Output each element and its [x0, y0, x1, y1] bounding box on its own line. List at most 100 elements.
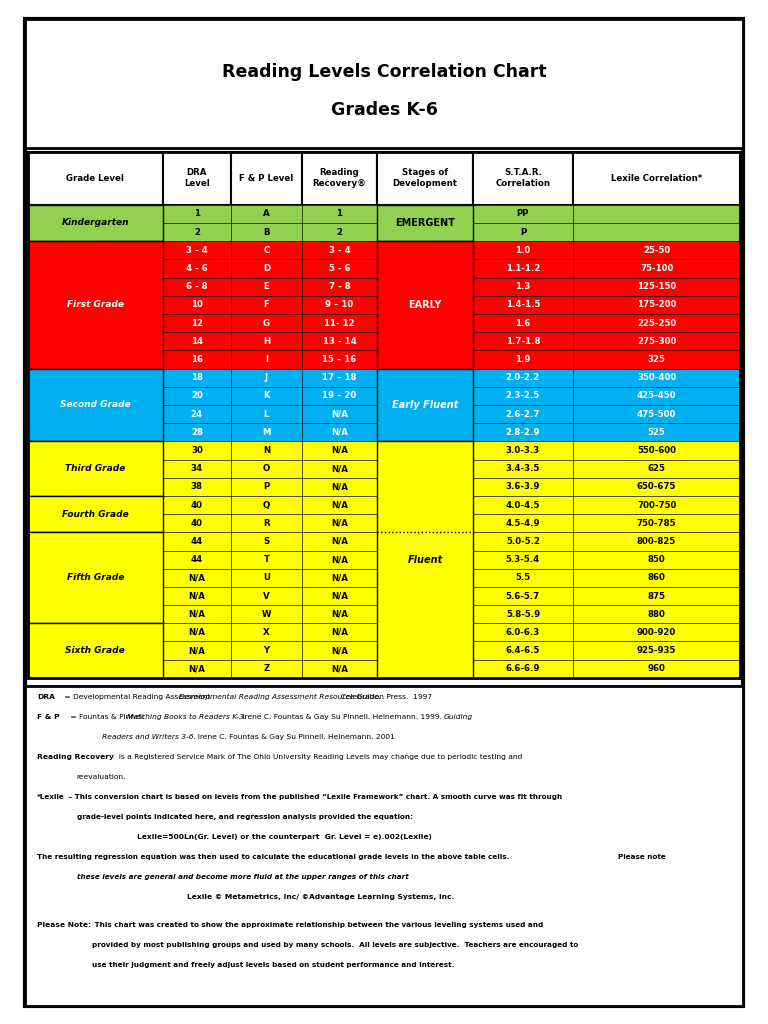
FancyBboxPatch shape: [28, 496, 163, 514]
FancyBboxPatch shape: [163, 605, 230, 624]
FancyBboxPatch shape: [377, 296, 473, 314]
FancyBboxPatch shape: [377, 514, 473, 532]
Text: 700-750: 700-750: [637, 501, 677, 510]
Text: N/A: N/A: [188, 592, 205, 600]
Text: V: V: [263, 592, 270, 600]
FancyBboxPatch shape: [377, 350, 473, 369]
FancyBboxPatch shape: [302, 223, 377, 242]
Text: Matching Books to Readers K-3.: Matching Books to Readers K-3.: [127, 715, 247, 720]
Text: 880: 880: [647, 609, 666, 618]
FancyBboxPatch shape: [377, 423, 473, 441]
FancyBboxPatch shape: [377, 278, 473, 296]
FancyBboxPatch shape: [302, 152, 377, 205]
FancyBboxPatch shape: [28, 387, 163, 404]
Text: 6.0-6.3: 6.0-6.3: [506, 628, 540, 637]
Text: 13 - 14: 13 - 14: [323, 337, 356, 346]
FancyBboxPatch shape: [473, 205, 573, 223]
FancyBboxPatch shape: [28, 278, 163, 296]
FancyBboxPatch shape: [302, 641, 377, 659]
Text: 1: 1: [194, 209, 200, 218]
FancyBboxPatch shape: [163, 551, 230, 568]
FancyBboxPatch shape: [377, 551, 473, 568]
FancyBboxPatch shape: [163, 641, 230, 659]
FancyBboxPatch shape: [573, 496, 740, 514]
Text: N/A: N/A: [331, 555, 348, 564]
FancyBboxPatch shape: [28, 532, 163, 624]
FancyBboxPatch shape: [230, 423, 302, 441]
Text: EARLY: EARLY: [409, 300, 442, 310]
FancyBboxPatch shape: [377, 624, 473, 641]
Text: N/A: N/A: [331, 628, 348, 637]
Text: H: H: [263, 337, 270, 346]
Text: Fifth Grade: Fifth Grade: [67, 573, 124, 583]
FancyBboxPatch shape: [377, 242, 473, 259]
FancyBboxPatch shape: [230, 568, 302, 587]
FancyBboxPatch shape: [28, 659, 163, 678]
Text: Kindergarten: Kindergarten: [61, 218, 129, 227]
FancyBboxPatch shape: [573, 404, 740, 423]
Text: J: J: [265, 373, 268, 382]
Text: 175-200: 175-200: [637, 300, 677, 309]
FancyBboxPatch shape: [573, 460, 740, 478]
FancyBboxPatch shape: [573, 350, 740, 369]
Text: grade-level points indicated here, and regression analysis provided the equation: grade-level points indicated here, and r…: [77, 814, 413, 820]
Text: N/A: N/A: [331, 609, 348, 618]
Text: reevaluation.: reevaluation.: [77, 774, 126, 780]
FancyBboxPatch shape: [573, 587, 740, 605]
Text: Grade Level: Grade Level: [66, 174, 124, 182]
FancyBboxPatch shape: [302, 314, 377, 332]
Text: I: I: [265, 355, 268, 364]
FancyBboxPatch shape: [230, 404, 302, 423]
Text: Stages of
Development: Stages of Development: [392, 169, 458, 187]
Text: Fourth Grade: Fourth Grade: [62, 510, 129, 518]
FancyBboxPatch shape: [473, 404, 573, 423]
Text: 20: 20: [191, 391, 203, 400]
FancyBboxPatch shape: [230, 205, 302, 223]
Text: X: X: [263, 628, 270, 637]
FancyBboxPatch shape: [28, 605, 163, 624]
FancyBboxPatch shape: [573, 314, 740, 332]
FancyBboxPatch shape: [28, 641, 163, 659]
FancyBboxPatch shape: [28, 441, 163, 496]
FancyBboxPatch shape: [163, 242, 230, 259]
FancyBboxPatch shape: [230, 478, 302, 496]
Text: Fluent: Fluent: [407, 555, 442, 564]
FancyBboxPatch shape: [473, 605, 573, 624]
FancyBboxPatch shape: [377, 478, 473, 496]
FancyBboxPatch shape: [573, 223, 740, 242]
FancyBboxPatch shape: [230, 369, 302, 387]
FancyBboxPatch shape: [377, 369, 473, 441]
FancyBboxPatch shape: [377, 441, 473, 460]
Text: 40: 40: [191, 519, 203, 527]
Text: = Developmental Reading Assessment: = Developmental Reading Assessment: [62, 694, 213, 700]
Text: 2: 2: [336, 227, 343, 237]
FancyBboxPatch shape: [163, 404, 230, 423]
FancyBboxPatch shape: [377, 659, 473, 678]
FancyBboxPatch shape: [473, 387, 573, 404]
FancyBboxPatch shape: [473, 423, 573, 441]
Text: N/A: N/A: [331, 519, 348, 527]
Text: N/A: N/A: [188, 573, 205, 583]
Text: First Grade: First Grade: [67, 300, 124, 309]
FancyBboxPatch shape: [25, 19, 743, 148]
Text: 1: 1: [336, 209, 343, 218]
Text: 2.8-2.9: 2.8-2.9: [506, 428, 540, 437]
FancyBboxPatch shape: [473, 514, 573, 532]
FancyBboxPatch shape: [163, 441, 230, 460]
FancyBboxPatch shape: [302, 242, 377, 259]
Text: E: E: [263, 283, 270, 291]
FancyBboxPatch shape: [573, 659, 740, 678]
Text: 15 – 16: 15 – 16: [323, 355, 356, 364]
FancyBboxPatch shape: [28, 587, 163, 605]
FancyBboxPatch shape: [473, 296, 573, 314]
FancyBboxPatch shape: [28, 624, 163, 678]
Text: 425-450: 425-450: [637, 391, 677, 400]
Text: 3 - 4: 3 - 4: [329, 246, 350, 255]
FancyBboxPatch shape: [302, 460, 377, 478]
Text: 19 – 20: 19 – 20: [323, 391, 356, 400]
FancyBboxPatch shape: [230, 278, 302, 296]
Text: 4.0-4.5: 4.0-4.5: [506, 501, 540, 510]
FancyBboxPatch shape: [28, 404, 163, 423]
FancyBboxPatch shape: [163, 423, 230, 441]
Text: 1.6: 1.6: [515, 318, 531, 328]
